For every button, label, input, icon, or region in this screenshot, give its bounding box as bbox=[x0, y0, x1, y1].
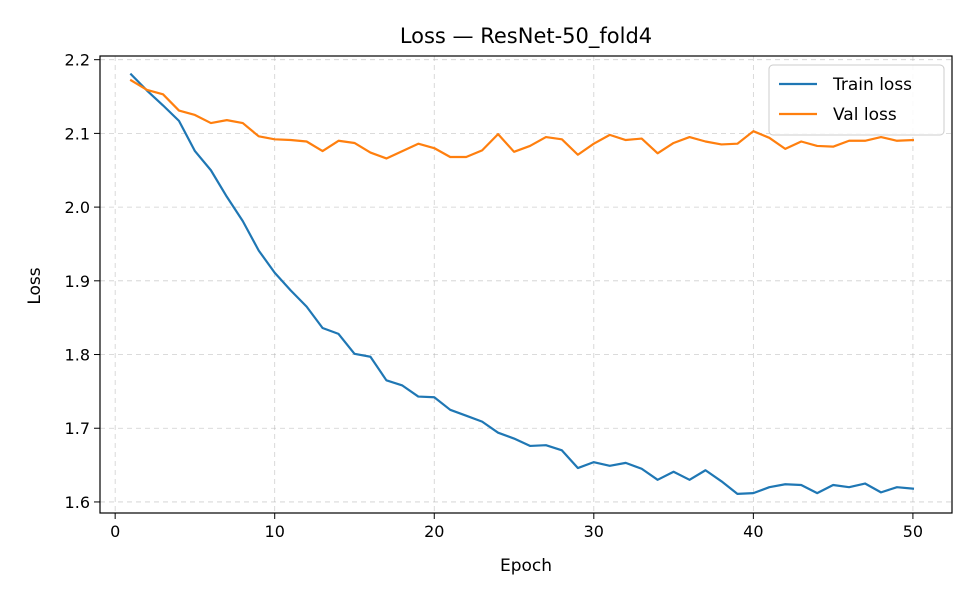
y-axis-label: Loss bbox=[25, 267, 45, 304]
y-tick-label: 1.7 bbox=[65, 419, 90, 438]
y-tick-label: 1.6 bbox=[65, 493, 90, 512]
legend-label-val-loss: Val loss bbox=[833, 105, 897, 125]
x-tick-label: 30 bbox=[584, 522, 604, 541]
y-tick-label: 2.1 bbox=[65, 124, 90, 143]
grid bbox=[100, 56, 952, 513]
legend: Train loss Val loss bbox=[768, 64, 945, 136]
y-tick-label: 1.9 bbox=[65, 272, 90, 291]
legend-label-train-loss: Train loss bbox=[832, 75, 912, 95]
legend-box bbox=[768, 64, 945, 136]
chart-title: Loss — ResNet-50_fold4 bbox=[400, 24, 652, 49]
x-tick-label: 20 bbox=[424, 522, 444, 541]
y-tick-label: 2.2 bbox=[65, 51, 90, 70]
x-tick-label: 10 bbox=[265, 522, 285, 541]
x-axis-label: Epoch bbox=[500, 556, 552, 576]
plot-frame bbox=[99, 55, 953, 514]
series-line-val-loss bbox=[129, 78, 915, 160]
series-line-train-loss bbox=[129, 72, 915, 495]
x-tick-label: 40 bbox=[743, 522, 763, 541]
y-tick-label: 2.0 bbox=[65, 198, 90, 217]
ticks: 0 10 20 30 40 50 1.6 1.7 1.8 1.9 2.0 2.1 2.2 bbox=[65, 51, 924, 541]
x-tick-label: 0 bbox=[110, 522, 120, 541]
y-tick-label: 1.8 bbox=[65, 346, 90, 365]
series-layer bbox=[129, 72, 915, 495]
x-tick-label: 50 bbox=[903, 522, 923, 541]
